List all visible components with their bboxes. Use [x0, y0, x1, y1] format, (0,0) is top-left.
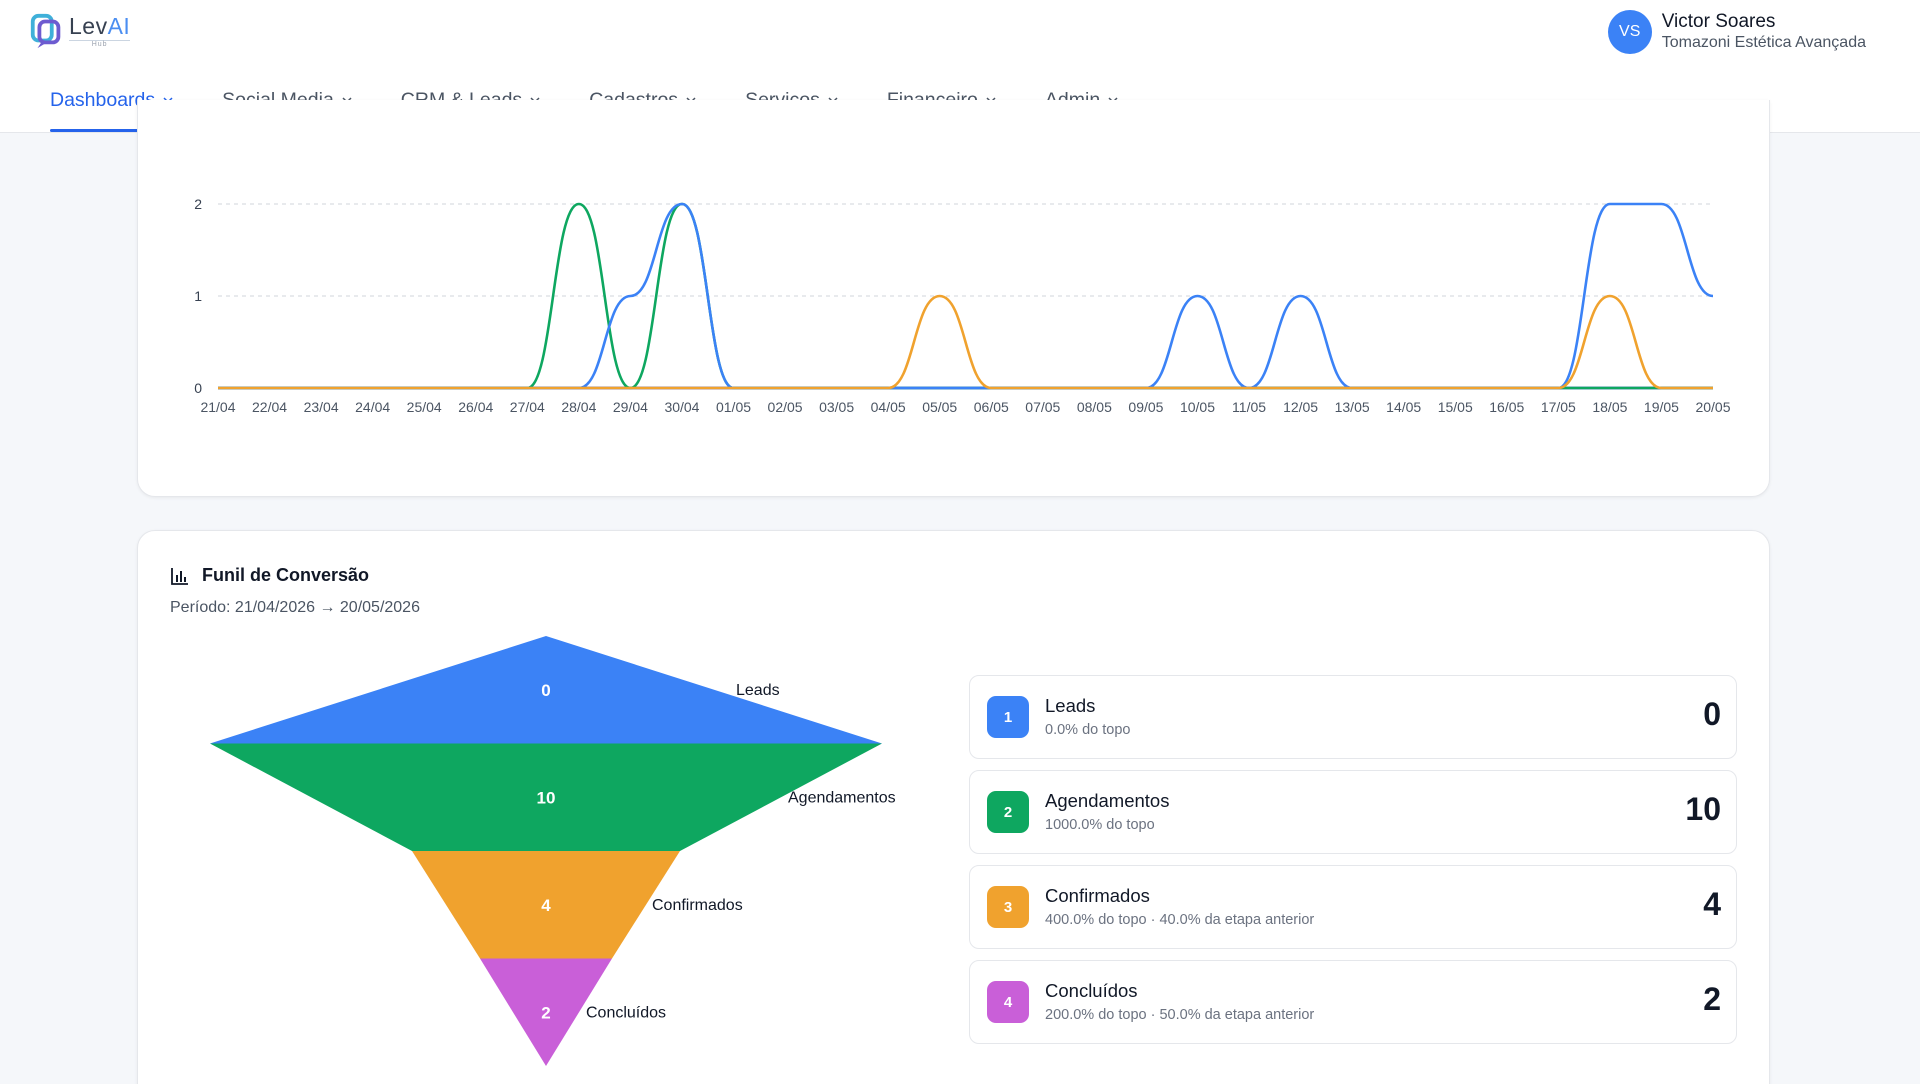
x-tick-label: 24/04 [355, 399, 390, 415]
stage-value: 10 [1685, 791, 1721, 827]
y-tick-label: 2 [194, 196, 202, 212]
x-tick-label: 05/05 [922, 399, 957, 415]
stage-name: Leads [1045, 695, 1096, 716]
user-name: Victor Soares [1661, 11, 1776, 32]
x-tick-label: 08/05 [1077, 399, 1112, 415]
stage-value: 4 [1703, 886, 1721, 922]
funnel-value-label: 4 [541, 896, 551, 915]
x-tick-label: 22/04 [252, 399, 287, 415]
y-tick-label: 1 [194, 288, 202, 304]
funnel-stage-label: Concluídos [586, 1004, 666, 1021]
app-logo[interactable]: LevAI Hub [28, 4, 166, 58]
funnel-stage-label: Agendamentos [788, 789, 896, 806]
x-tick-label: 20/05 [1695, 399, 1730, 415]
logo-icon [30, 13, 61, 49]
stage-value: 0 [1703, 696, 1721, 732]
series-line [217, 294, 1713, 390]
x-tick-label: 17/05 [1541, 399, 1576, 415]
x-tick-label: 11/05 [1232, 399, 1266, 415]
funnel-segment[interactable] [480, 958, 612, 1067]
x-tick-label: 23/04 [304, 399, 339, 415]
x-tick-label: 30/04 [664, 399, 699, 415]
funnel-value-label: 0 [541, 681, 550, 700]
conversion-funnel-chart: 0 Leads 10 Agendamentos 4 Confirmados 2 Concluí… [210, 636, 896, 1067]
avatar[interactable]: VS [1607, 10, 1652, 54]
x-tick-label: 27/04 [510, 399, 545, 415]
x-tick-label: 07/05 [1025, 399, 1060, 415]
stage-percent: 400.0% do topo · 40.0% da etapa anterior [1045, 912, 1315, 928]
period-range: Período: 21/04/2026 → 20/05/2026 [170, 599, 420, 616]
status-line-chart: 0 1 2 21/04 22/04 23/04 24/04 25/04 26/04 27/04 28… [194, 196, 1731, 415]
funnel-stage-card[interactable]: 2 Agendamentos 1000.0% do topo 10 [969, 770, 1737, 854]
user-menu[interactable]: VS Victor Soares Tomazoni Estética Avanç… [1607, 10, 1866, 54]
stage-index-badge: 2 [987, 791, 1029, 833]
x-tick-label: 21/04 [200, 399, 235, 415]
stage-name: Confirmados [1045, 885, 1150, 906]
x-tick-label: 03/05 [819, 399, 854, 415]
x-tick-label: 10/05 [1180, 399, 1215, 415]
stage-percent: 1000.0% do topo [1045, 817, 1155, 833]
funnel-segment[interactable] [412, 851, 680, 959]
x-tick-label: 09/05 [1128, 399, 1163, 415]
funnel-value-label: 10 [537, 788, 556, 807]
x-tick-label: 25/04 [407, 399, 442, 415]
x-tick-label: 16/05 [1489, 399, 1524, 415]
x-tick-label: 06/05 [974, 399, 1009, 415]
funnel-stage-card[interactable]: 4 Concluídos 200.0% do topo · 50.0% da e… [969, 960, 1737, 1044]
x-tick-label: 29/04 [613, 399, 648, 415]
bar-chart-icon [171, 567, 188, 585]
funnel-stage-label: Leads [736, 682, 780, 699]
stage-value: 2 [1703, 981, 1721, 1017]
stage-index-badge: 1 [987, 696, 1029, 738]
x-tick-label: 19/05 [1644, 399, 1679, 415]
user-organization: Tomazoni Estética Avançada [1661, 34, 1866, 51]
x-tick-label: 28/04 [561, 399, 596, 415]
stage-percent: 0.0% do topo [1045, 722, 1131, 738]
stage-name: Concluídos [1045, 980, 1138, 1001]
logo-subtitle: Hub [69, 40, 131, 48]
logo-name: LevAI [69, 13, 131, 39]
stage-index-badge: 3 [987, 886, 1029, 928]
x-tick-label: 02/05 [768, 399, 803, 415]
x-tick-label: 18/05 [1592, 399, 1627, 415]
status-timeline-card: LeadsAgendadosConfirmadosConcluídosNão c… [137, 100, 1770, 559]
x-tick-label: 26/04 [458, 399, 493, 415]
stage-percent: 200.0% do topo · 50.0% da etapa anterior [1045, 1007, 1315, 1023]
x-tick-label: 15/05 [1438, 399, 1473, 415]
x-tick-label: 14/05 [1386, 399, 1421, 415]
funnel-value-label: 2 [541, 1003, 550, 1022]
section-title: Funil de Conversão [170, 565, 369, 586]
funnel-segment[interactable] [210, 636, 882, 744]
funnel-stage-card[interactable]: 3 Confirmados 400.0% do topo · 40.0% da … [969, 865, 1737, 949]
x-tick-label: 04/05 [871, 399, 906, 415]
x-tick-label: 12/05 [1283, 399, 1318, 415]
x-tick-label: 01/05 [716, 399, 751, 415]
y-tick-label: 0 [194, 380, 202, 396]
funnel-stage-label: Confirmados [652, 897, 743, 914]
x-tick-label: 13/05 [1335, 399, 1370, 415]
funnel-segment[interactable] [210, 743, 882, 852]
stage-name: Agendamentos [1045, 790, 1170, 811]
funnel-stage-card[interactable]: 1 Leads 0.0% do topo 0 [969, 675, 1737, 759]
stage-index-badge: 4 [987, 981, 1029, 1023]
